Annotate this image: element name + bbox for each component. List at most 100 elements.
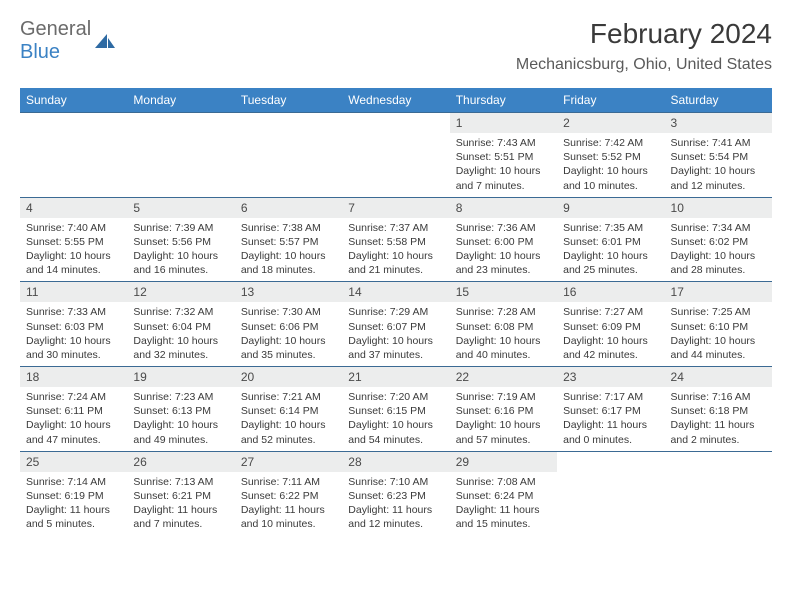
day-number: 27 bbox=[235, 451, 342, 472]
daylight-text: Daylight: 10 hours and 47 minutes. bbox=[26, 418, 121, 446]
sunset-text: Sunset: 5:51 PM bbox=[456, 150, 551, 164]
sunset-text: Sunset: 6:10 PM bbox=[671, 320, 766, 334]
daylight-text: Daylight: 10 hours and 35 minutes. bbox=[241, 334, 336, 362]
daylight-text: Daylight: 11 hours and 2 minutes. bbox=[671, 418, 766, 446]
calendar-table: SundayMondayTuesdayWednesdayThursdayFrid… bbox=[20, 88, 772, 535]
weekday-header: Sunday bbox=[20, 88, 127, 112]
day-number: 11 bbox=[20, 281, 127, 302]
sunrise-text: Sunrise: 7:25 AM bbox=[671, 305, 766, 319]
day-body: Sunrise: 7:14 AMSunset: 6:19 PMDaylight:… bbox=[20, 472, 127, 536]
daylight-text: Daylight: 11 hours and 0 minutes. bbox=[563, 418, 658, 446]
calendar-day-cell bbox=[557, 451, 664, 536]
day-body: Sunrise: 7:11 AMSunset: 6:22 PMDaylight:… bbox=[235, 472, 342, 536]
calendar-day-cell bbox=[665, 451, 772, 536]
daylight-text: Daylight: 10 hours and 25 minutes. bbox=[563, 249, 658, 277]
calendar-day-cell: 5Sunrise: 7:39 AMSunset: 5:56 PMDaylight… bbox=[127, 197, 234, 282]
day-number: 13 bbox=[235, 281, 342, 302]
calendar-day-cell: 10Sunrise: 7:34 AMSunset: 6:02 PMDayligh… bbox=[665, 197, 772, 282]
sunrise-text: Sunrise: 7:11 AM bbox=[241, 475, 336, 489]
sunrise-text: Sunrise: 7:43 AM bbox=[456, 136, 551, 150]
daylight-text: Daylight: 10 hours and 49 minutes. bbox=[133, 418, 228, 446]
sunset-text: Sunset: 6:18 PM bbox=[671, 404, 766, 418]
calendar-day-cell: 23Sunrise: 7:17 AMSunset: 6:17 PMDayligh… bbox=[557, 366, 664, 451]
day-body: Sunrise: 7:40 AMSunset: 5:55 PMDaylight:… bbox=[20, 218, 127, 282]
sunrise-text: Sunrise: 7:35 AM bbox=[563, 221, 658, 235]
sunset-text: Sunset: 6:01 PM bbox=[563, 235, 658, 249]
daylight-text: Daylight: 10 hours and 16 minutes. bbox=[133, 249, 228, 277]
sunset-text: Sunset: 6:24 PM bbox=[456, 489, 551, 503]
day-number: 9 bbox=[557, 197, 664, 218]
day-body: Sunrise: 7:34 AMSunset: 6:02 PMDaylight:… bbox=[665, 218, 772, 282]
calendar-day-cell: 29Sunrise: 7:08 AMSunset: 6:24 PMDayligh… bbox=[450, 451, 557, 536]
calendar-day-cell: 22Sunrise: 7:19 AMSunset: 6:16 PMDayligh… bbox=[450, 366, 557, 451]
daylight-text: Daylight: 11 hours and 10 minutes. bbox=[241, 503, 336, 531]
day-body: Sunrise: 7:20 AMSunset: 6:15 PMDaylight:… bbox=[342, 387, 449, 451]
calendar-day-cell: 7Sunrise: 7:37 AMSunset: 5:58 PMDaylight… bbox=[342, 197, 449, 282]
day-body: Sunrise: 7:39 AMSunset: 5:56 PMDaylight:… bbox=[127, 218, 234, 282]
daylight-text: Daylight: 10 hours and 54 minutes. bbox=[348, 418, 443, 446]
day-body: Sunrise: 7:43 AMSunset: 5:51 PMDaylight:… bbox=[450, 133, 557, 197]
sunset-text: Sunset: 6:09 PM bbox=[563, 320, 658, 334]
sunrise-text: Sunrise: 7:19 AM bbox=[456, 390, 551, 404]
sunrise-text: Sunrise: 7:20 AM bbox=[348, 390, 443, 404]
sunset-text: Sunset: 6:06 PM bbox=[241, 320, 336, 334]
sunset-text: Sunset: 5:56 PM bbox=[133, 235, 228, 249]
daylight-text: Daylight: 10 hours and 23 minutes. bbox=[456, 249, 551, 277]
calendar-day-cell: 9 Sunrise: 7:35 AMSunset: 6:01 PMDaylight… bbox=[557, 197, 664, 282]
day-number: 19 bbox=[127, 366, 234, 387]
day-body: Sunrise: 7:23 AMSunset: 6:13 PMDaylight:… bbox=[127, 387, 234, 451]
sunset-text: Sunset: 6:03 PM bbox=[26, 320, 121, 334]
sunset-text: Sunset: 5:52 PM bbox=[563, 150, 658, 164]
day-number: 7 bbox=[342, 197, 449, 218]
day-number-empty bbox=[127, 112, 234, 130]
day-number: 22 bbox=[450, 366, 557, 387]
daylight-text: Daylight: 10 hours and 30 minutes. bbox=[26, 334, 121, 362]
day-body: Sunrise: 7:24 AMSunset: 6:11 PMDaylight:… bbox=[20, 387, 127, 451]
calendar-day-cell: 13 Sunrise: 7:30 AMSunset: 6:06 PMDayligh… bbox=[235, 281, 342, 366]
daylight-text: Daylight: 10 hours and 40 minutes. bbox=[456, 334, 551, 362]
day-number-empty bbox=[342, 112, 449, 130]
sunset-text: Sunset: 6:04 PM bbox=[133, 320, 228, 334]
day-number: 2 bbox=[557, 112, 664, 133]
sunrise-text: Sunrise: 7:40 AM bbox=[26, 221, 121, 235]
calendar-day-cell: 24Sunrise: 7:16 AMSunset: 6:18 PMDayligh… bbox=[665, 366, 772, 451]
sunrise-text: Sunrise: 7:29 AM bbox=[348, 305, 443, 319]
sunrise-text: Sunrise: 7:34 AM bbox=[671, 221, 766, 235]
day-body: Sunrise: 7:21 AMSunset: 6:14 PMDaylight:… bbox=[235, 387, 342, 451]
day-number: 20 bbox=[235, 366, 342, 387]
calendar-day-cell: 11Sunrise: 7:33 AMSunset: 6:03 PMDayligh… bbox=[20, 281, 127, 366]
day-number: 12 bbox=[127, 281, 234, 302]
daylight-text: Daylight: 10 hours and 42 minutes. bbox=[563, 334, 658, 362]
daylight-text: Daylight: 10 hours and 14 minutes. bbox=[26, 249, 121, 277]
daylight-text: Daylight: 10 hours and 12 minutes. bbox=[671, 164, 766, 192]
day-body: Sunrise: 7:08 AMSunset: 6:24 PMDaylight:… bbox=[450, 472, 557, 536]
sunrise-text: Sunrise: 7:30 AM bbox=[241, 305, 336, 319]
day-number: 5 bbox=[127, 197, 234, 218]
sunset-text: Sunset: 6:15 PM bbox=[348, 404, 443, 418]
day-number: 8 bbox=[450, 197, 557, 218]
sunrise-text: Sunrise: 7:24 AM bbox=[26, 390, 121, 404]
sunset-text: Sunset: 6:13 PM bbox=[133, 404, 228, 418]
sunrise-text: Sunrise: 7:27 AM bbox=[563, 305, 658, 319]
brand-logo: General Blue bbox=[20, 18, 117, 64]
day-number-empty bbox=[235, 112, 342, 130]
sunset-text: Sunset: 6:21 PM bbox=[133, 489, 228, 503]
day-number: 28 bbox=[342, 451, 449, 472]
sunrise-text: Sunrise: 7:13 AM bbox=[133, 475, 228, 489]
day-body: Sunrise: 7:32 AMSunset: 6:04 PMDaylight:… bbox=[127, 302, 234, 366]
day-body: Sunrise: 7:41 AMSunset: 5:54 PMDaylight:… bbox=[665, 133, 772, 197]
day-body: Sunrise: 7:25 AMSunset: 6:10 PMDaylight:… bbox=[665, 302, 772, 366]
day-body: Sunrise: 7:19 AMSunset: 6:16 PMDaylight:… bbox=[450, 387, 557, 451]
daylight-text: Daylight: 10 hours and 32 minutes. bbox=[133, 334, 228, 362]
sunrise-text: Sunrise: 7:37 AM bbox=[348, 221, 443, 235]
weekday-header: Saturday bbox=[665, 88, 772, 112]
calendar-day-cell: 16Sunrise: 7:27 AMSunset: 6:09 PMDayligh… bbox=[557, 281, 664, 366]
sunset-text: Sunset: 6:16 PM bbox=[456, 404, 551, 418]
day-body: Sunrise: 7:42 AMSunset: 5:52 PMDaylight:… bbox=[557, 133, 664, 197]
sunset-text: Sunset: 6:23 PM bbox=[348, 489, 443, 503]
weekday-header: Tuesday bbox=[235, 88, 342, 112]
sunrise-text: Sunrise: 7:16 AM bbox=[671, 390, 766, 404]
day-number: 4 bbox=[20, 197, 127, 218]
sunrise-text: Sunrise: 7:08 AM bbox=[456, 475, 551, 489]
calendar-day-cell: 1Sunrise: 7:43 AMSunset: 5:51 PMDaylight… bbox=[450, 112, 557, 197]
